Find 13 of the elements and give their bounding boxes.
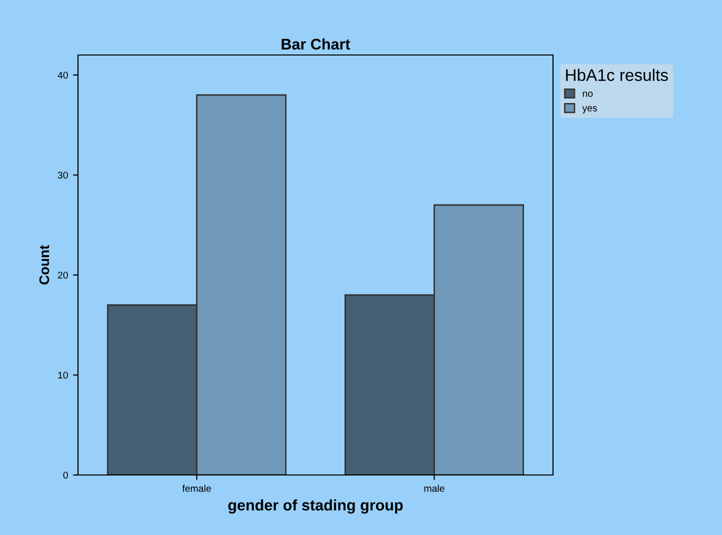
chart-title: Bar Chart [282,38,350,50]
legend-label: yes [582,106,598,114]
x-axis-title: gender of stading group [228,499,403,514]
legend-title: HbA1c results [566,68,668,81]
x-tick-label: male [424,484,444,492]
y-axis-title: Count [39,245,50,284]
y-tick-label: 0 [63,472,68,479]
legend-label: no [582,92,593,97]
y-tick-label: 40 [58,72,68,79]
x-tick-label: female [182,484,211,492]
y-tick-label: 20 [58,272,68,279]
y-tick-label: 30 [58,172,68,179]
y-tick-label: 10 [58,372,68,379]
